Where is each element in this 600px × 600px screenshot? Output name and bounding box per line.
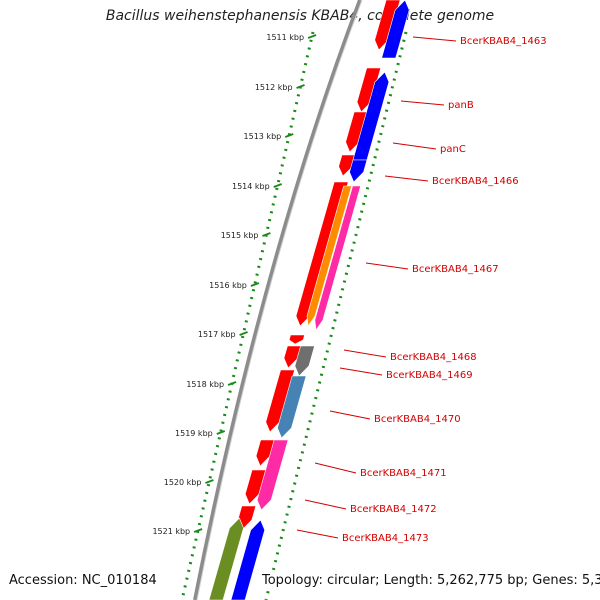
gene-leader-line-4 [384, 175, 429, 182]
tick-mark-1 [307, 34, 317, 39]
gene-arrow-10 [208, 517, 244, 600]
genome-info-text: Topology: circular; Length: 5,262,775 bp… [262, 573, 600, 588]
gene-label-1: BcerKBAB4_1463 [460, 36, 547, 47]
tick-mark-7 [239, 331, 248, 336]
tick-mark-2 [296, 84, 305, 89]
tick-layer: 1511 kbp 1512 kbp 1513 kbp 1514 kbp 1515 kbp… [152, 33, 317, 536]
tick-label-3: 1513 kbp [244, 132, 282, 141]
gene-arrow-5 [314, 185, 362, 331]
genome-backbone [193, 0, 362, 600]
gene-arrow-red-1 [374, 0, 401, 51]
tick-label-9: 1519 kbp [175, 429, 213, 438]
tick-mark-5 [262, 232, 271, 237]
tick-mark-8 [227, 381, 237, 386]
gene-arrow-red-2 [356, 67, 382, 113]
gene-leader-line-8 [329, 410, 371, 420]
gene-label-5: BcerKBAB4_1467 [412, 264, 499, 275]
tick-mark-4 [273, 183, 283, 188]
gene-arrow-9 [230, 519, 266, 600]
gene-arrow-red-4 [338, 154, 357, 177]
gene-leader-line-10 [304, 499, 347, 510]
gene-label-8: BcerKBAB4_1470 [374, 414, 461, 425]
gene-arrow-red-10 [244, 469, 267, 505]
inner-dotted-rail [264, 31, 408, 600]
gene-leader-line-2 [400, 100, 445, 106]
gene-arrow-6 [294, 345, 315, 377]
tick-mark-3 [284, 133, 294, 138]
tick-label-10: 1520 kbp [164, 478, 202, 487]
dotted-rails [180, 31, 408, 600]
gene-label-9: BcerKBAB4_1471 [360, 468, 447, 479]
label-layer: BcerKBAB4_1463 panB panC BcerKBAB4_1466 Bcer… [296, 36, 547, 544]
tick-label-5: 1515 kbp [221, 231, 259, 240]
gene-leader-line-1 [412, 36, 457, 42]
gene-leader-line-6 [343, 349, 387, 358]
gene-leader-line-7 [339, 367, 383, 376]
gene-label-3: panC [440, 144, 466, 155]
gene-arrow-4 [306, 185, 353, 327]
gene-arrow-red-6 [288, 334, 305, 345]
gene-arrow-red-8 [265, 369, 295, 433]
tick-label-8: 1518 kbp [186, 380, 224, 389]
gene-label-7: BcerKBAB4_1469 [386, 370, 473, 381]
gene-leader-line-3 [392, 142, 437, 150]
gene-arrow-1 [381, 0, 410, 59]
tick-label-6: 1516 kbp [209, 281, 247, 290]
gene-arrow-red-7 [283, 345, 302, 369]
tick-mark-10 [205, 479, 214, 484]
gene-arrow-8 [256, 439, 289, 511]
genome-backbone-highlight [196, 0, 363, 600]
gene-label-6: BcerKBAB4_1468 [390, 352, 477, 363]
gene-label-2: panB [448, 100, 474, 111]
accession-text: Accession: NC_010184 [9, 573, 159, 588]
gene-arrow-7 [277, 375, 307, 439]
gene-label-10: BcerKBAB4_1472 [350, 504, 437, 515]
gene-leader-line-11 [296, 529, 339, 539]
gene-leader-line-5 [365, 262, 409, 270]
tick-mark-11 [193, 528, 203, 533]
gene-leader-line-9 [314, 462, 357, 474]
tick-label-2: 1512 kbp [255, 83, 293, 92]
gene-label-4: BcerKBAB4_1466 [432, 176, 519, 187]
outer-dotted-rail [180, 31, 315, 600]
gene-arrow-3 [349, 159, 368, 183]
tick-label-11: 1521 kbp [152, 527, 190, 536]
tick-label-1: 1511 kbp [266, 33, 304, 42]
gene-arrow-red-9 [255, 439, 276, 467]
gene-arrow-red-3 [345, 111, 369, 153]
gene-label-11: BcerKBAB4_1473 [342, 533, 429, 544]
gene-layer [208, 0, 410, 600]
gene-arrow-red-11 [237, 505, 257, 531]
tick-mark-9 [216, 430, 226, 435]
tick-mark-6 [250, 282, 260, 287]
tick-label-4: 1514 kbp [232, 182, 270, 191]
tick-label-7: 1517 kbp [198, 330, 236, 339]
backbone-layer [193, 0, 363, 600]
